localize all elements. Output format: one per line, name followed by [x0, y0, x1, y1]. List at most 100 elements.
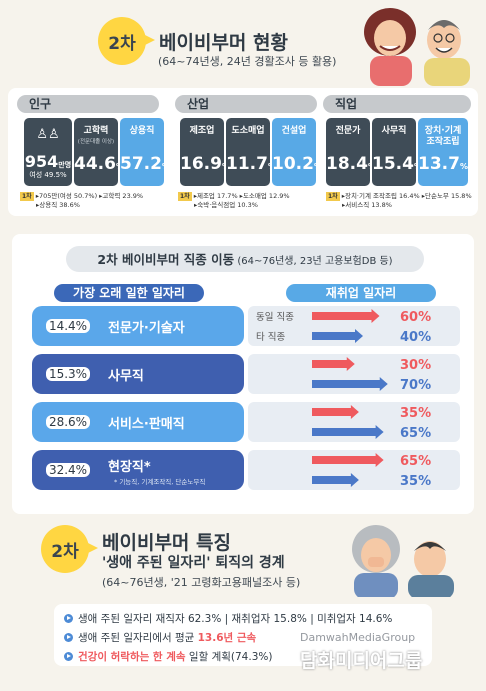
occupation-note: 1차 ▸장치·기계 조작조립 16.4% ▸단순노무 15.8% ▸서비스직 13… — [326, 192, 476, 210]
row-field-pct: 32.4% — [46, 463, 90, 477]
features-title2: '생애 주된 일자리' 퇴직의 경계 — [102, 555, 285, 571]
same-value: 30% — [400, 358, 431, 373]
left-header: 가장 오래 일한 일자리 — [73, 285, 185, 300]
machine-operator-unit: % — [459, 162, 468, 171]
manufacturing-label: 제조업 — [189, 126, 215, 136]
retiree-illustration — [352, 525, 454, 597]
professional-value: 18.4 — [326, 154, 368, 174]
clerical-value: 15.4 — [372, 154, 414, 174]
feature-2-highlight: 13.6년 근속 — [197, 632, 257, 644]
occupation-note-line2: ▸서비스직 13.8% — [342, 201, 392, 209]
features-badge: 2차 — [41, 525, 98, 573]
industry-heading: 산업 — [175, 95, 317, 113]
construction-value: 10.2 — [272, 154, 314, 174]
retail-value: 11.7 — [226, 154, 268, 174]
population-note-line2: ▸상용직 38.6% — [36, 201, 80, 209]
feature-3-highlight: 건강이 허락하는 한 계속 — [78, 651, 186, 663]
same-arrow — [312, 453, 384, 467]
same-value: 35% — [400, 406, 431, 421]
machine-operator-stat: 장치·기계 조작조립 13.7% — [418, 118, 468, 186]
other-label: 타 직종 — [256, 332, 285, 343]
page-title: 베이비부머 현황 — [159, 32, 288, 54]
row-right-bg — [248, 450, 460, 490]
occupation-note-tag: 1차 — [326, 192, 340, 201]
population-note: 1차 ▸705만(여성 50.7%) ▸고학력 23.9% ▸상용직 38.6% — [20, 192, 170, 210]
population-note-line1: ▸705만(여성 50.7%) ▸고학력 23.9% — [35, 192, 144, 200]
same-arrow — [312, 309, 380, 323]
row-clerical-name: 사무직 — [108, 369, 144, 384]
education-stat: 고학력 (전문대졸 이상) 44.6% — [74, 118, 124, 186]
other-value: 65% — [400, 426, 431, 441]
same-value: 65% — [400, 454, 431, 469]
page-subtitle: (64~74년생, 24년 경활조사 등 활용) — [158, 55, 337, 68]
regular-worker-label: 상용직 — [129, 126, 155, 136]
construction-label: 건설업 — [281, 126, 307, 136]
population-note-tag: 1차 — [20, 192, 34, 201]
row-clerical-pct: 15.3% — [46, 367, 90, 381]
other-arrow — [312, 425, 384, 439]
professional-unit: % — [368, 162, 376, 171]
row-field-footnote: * 기능직, 기계조작직, 단순노무직 — [114, 478, 206, 486]
retail-unit: % — [268, 162, 276, 171]
row-service: 28.6% 서비스·판매직 — [32, 402, 244, 442]
construction-stat: 건설업 10.2% — [272, 118, 322, 186]
industry-note-line1: ▸제조업 17.7% ▸도소매업 12.9% — [193, 192, 290, 200]
feature-3-text: 일할 계획(74.3%) — [185, 651, 273, 663]
people-icon: ♙♙ — [36, 127, 60, 142]
bullet-arrow-icon — [64, 652, 73, 661]
watermark-ko: 담화미디어그룹 — [300, 650, 423, 672]
couple-illustration — [364, 8, 470, 86]
other-value: 35% — [400, 474, 431, 489]
row-clerical: 15.3% 사무직 — [32, 354, 244, 394]
population-female: 여성 49.5% — [29, 171, 67, 179]
retail-label: 도소매업 — [231, 126, 265, 136]
row-professional-pct: 14.4% — [46, 319, 90, 333]
row-right-bg — [248, 306, 460, 346]
occupation-heading: 직업 — [323, 95, 471, 113]
clerical-label: 사무직 — [381, 126, 407, 136]
education-value: 44.6 — [74, 154, 116, 174]
row-field: 32.4% 현장직* * 기능직, 기계조작직, 단순노무직 — [32, 450, 244, 490]
feature-2-text: 생애 주된 일자리에서 평균 — [78, 632, 198, 644]
bullet-arrow-icon — [64, 614, 73, 623]
other-arrow — [312, 473, 359, 487]
same-arrow — [312, 405, 359, 419]
mobility-title: 2차 베이비부머 직종 이동 — [97, 252, 235, 267]
section-badge: 2차 — [98, 17, 155, 65]
row-service-name: 서비스·판매직 — [108, 417, 185, 432]
same-value: 60% — [400, 310, 431, 325]
row-right-bg — [248, 354, 460, 394]
row-field-name: 현장직* — [108, 460, 151, 475]
industry-note: 1차 ▸제조업 17.7% ▸도소매업 12.9% ▸숙박·음식점업 10.3% — [178, 192, 323, 210]
manufacturing-value: 16.9 — [180, 154, 222, 174]
professional-stat: 전문가 18.4% — [326, 118, 376, 186]
machine-operator-label: 장치·기계 조작조립 — [424, 126, 462, 147]
education-label: 고학력 — [83, 126, 109, 136]
industry-note-line2: ▸숙박·음식점업 10.3% — [194, 201, 258, 209]
row-professional-name: 전문가·기술자 — [108, 321, 185, 336]
feature-bullet-2: 생애 주된 일자리에서 평균 13.6년 근속 — [64, 630, 256, 645]
regular-worker-value: 57.2 — [120, 154, 162, 174]
mobility-title-bar: 2차 베이비부머 직종 이동 (64~76년생, 23년 고용보험DB 등) — [66, 246, 424, 272]
population-unit: 만명 — [58, 161, 72, 169]
watermark-en: DamwahMediaGroup — [300, 631, 416, 644]
population-heading: 인구 — [17, 95, 159, 113]
bullet-arrow-icon — [64, 633, 73, 642]
row-right-bg — [248, 402, 460, 442]
clerical-stat: 사무직 15.4% — [372, 118, 422, 186]
manufacturing-unit: % — [222, 162, 230, 171]
population-stat: ♙♙ 954만명 여성 49.5% — [24, 118, 72, 186]
other-value: 40% — [400, 330, 431, 345]
clerical-unit: % — [414, 162, 422, 171]
other-value: 70% — [400, 378, 431, 393]
machine-operator-value: 13.7 — [418, 154, 460, 174]
other-arrow — [312, 377, 388, 391]
manufacturing-stat: 제조업 16.9% — [180, 118, 230, 186]
industry-note-tag: 1차 — [178, 192, 192, 201]
regular-worker-stat: 상용직 57.2% — [120, 118, 170, 186]
row-professional: 14.4% 전문가·기술자 — [32, 306, 244, 346]
mobility-subtitle: (64~76년생, 23년 고용보험DB 등) — [234, 256, 393, 267]
professional-label: 전문가 — [335, 126, 361, 136]
features-panel — [54, 604, 432, 666]
other-arrow — [312, 329, 363, 343]
